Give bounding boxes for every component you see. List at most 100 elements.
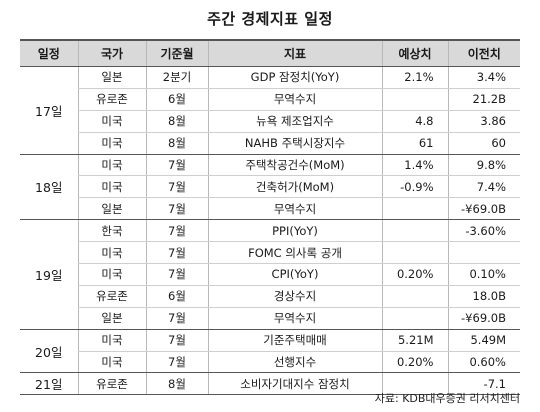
cell-period: 7월 [145,197,208,221]
cell-indicator: 건축허가(MoM) [207,175,382,199]
cell-previous: -3.60% [447,219,520,243]
cell-country: 미국 [77,154,146,177]
table-body: 17일 일본 2분기 GDP 잠정치(YoY) 2.1% 3.4% 유로존 6월 무역수지 21.… [20,66,520,396]
cell-country: 일본 [77,307,146,330]
cell-country: 미국 [77,263,146,286]
cell-indicator: 무역수지 [207,88,382,111]
cell-country: 일본 [77,197,146,221]
cell-forecast: -0.9% [381,175,448,199]
cell-indicator: 소비자기대지수 잠정치 [207,372,382,396]
cell-indicator: 선행지수 [207,351,382,374]
cell-country: 미국 [77,329,146,352]
table-row: 미국 7월 CPI(YoY) 0.20% 0.10% [20,263,520,286]
header-forecast: 예상치 [381,39,448,67]
cell-period: 7월 [145,241,208,265]
cell-period: 6월 [145,88,208,111]
cell-date: 21일 [20,372,78,396]
table-row: 일본 7월 무역수지 -¥69.0B [20,197,520,221]
cell-country: 미국 [77,241,146,265]
cell-previous: 60 [447,132,520,155]
header-previous: 이전치 [447,39,520,67]
table-row: 19일 한국 7월 PPI(YoY) -3.60% [20,219,520,330]
table-row: 17일 일본 2분기 GDP 잠정치(YoY) 2.1% 3.4% [20,66,520,155]
cell-indicator: 기준주택매매 [207,329,382,352]
cell-previous: -¥69.0B [447,197,520,221]
table-row: 미국 7월 건축허가(MoM) -0.9% 7.4% [20,175,520,199]
cell-indicator: CPI(YoY) [207,263,382,286]
cell-previous: 3.86 [447,110,520,133]
cell-period: 6월 [145,285,208,308]
header-country: 국가 [77,39,146,67]
cell-period: 2분기 [145,66,208,89]
cell-previous: 3.4% [447,66,520,89]
header-indicator: 지표 [207,39,382,67]
cell-indicator: 무역수지 [207,197,382,221]
cell-country: 미국 [77,351,146,374]
page-title: 주간 경제지표 일정 [207,10,333,28]
cell-indicator: 무역수지 [207,307,382,330]
table-row: 미국 7월 FOMC 의사록 공개 [20,241,520,265]
cell-forecast: 2.1% [381,66,448,89]
header-row: 일정 국가 기준월 지표 예상치 이전치 [20,39,520,67]
cell-date: 19일 [20,219,78,330]
cell-date: 18일 [20,154,78,221]
cell-forecast [381,307,448,330]
cell-forecast [381,197,448,221]
cell-forecast [381,285,448,308]
cell-forecast: 61 [381,132,448,155]
cell-forecast: 5.21M [381,329,448,352]
cell-previous: -7.1 [447,372,520,396]
cell-previous: 9.8% [447,154,520,177]
header-date: 일정 [20,39,78,67]
cell-forecast [381,219,448,243]
cell-forecast: 4.8 [381,110,448,133]
cell-country: 일본 [77,66,146,89]
cell-previous: 18.0B [447,285,520,308]
header-period: 기준월 [145,39,208,67]
cell-country: 미국 [77,132,146,155]
cell-period: 8월 [145,372,208,396]
cell-indicator: FOMC 의사록 공개 [207,241,382,265]
cell-indicator: GDP 잠정치(YoY) [207,66,382,89]
table-row: 일본 7월 무역수지 -¥69.0B [20,307,520,330]
cell-country: 미국 [77,175,146,199]
cell-country: 유로존 [77,285,146,308]
cell-previous: 5.49M [447,329,520,352]
cell-period: 8월 [145,132,208,155]
cell-forecast [381,88,448,111]
source-note: 자료: KDB대우증권 리서치센터 [374,392,520,405]
cell-previous: 0.10% [447,263,520,286]
cell-indicator: 경상수지 [207,285,382,308]
cell-period: 7월 [145,219,208,243]
cell-forecast: 0.20% [381,351,448,374]
table-row: 유로존 6월 무역수지 21.2B [20,88,520,111]
cell-period: 8월 [145,110,208,133]
cell-country: 유로존 [77,88,146,111]
table-row: 20일 미국 7월 기준주택매매 5.21M 5.49M [20,329,520,374]
cell-date: 20일 [20,329,78,374]
cell-period: 7월 [145,307,208,330]
cell-forecast [381,241,448,265]
cell-previous: 0.60% [447,351,520,374]
cell-period: 7월 [145,175,208,199]
cell-previous: -¥69.0B [447,307,520,330]
table-row: 21일 유로존 8월 소비자기대지수 잠정치 -7.1 [20,372,520,396]
cell-forecast: 0.20% [381,263,448,286]
cell-period: 7월 [145,154,208,177]
table-row: 유로존 6월 경상수지 18.0B [20,285,520,308]
table-row: 미국 8월 뉴욕 제조업지수 4.8 3.86 [20,110,520,133]
cell-forecast [381,372,448,396]
cell-indicator: 뉴욕 제조업지수 [207,110,382,133]
cell-period: 7월 [145,329,208,352]
cell-country: 한국 [77,219,146,243]
table-row: 미국 8월 NAHB 주택시장지수 61 60 [20,132,520,155]
cell-country: 미국 [77,110,146,133]
cell-indicator: NAHB 주택시장지수 [207,132,382,155]
cell-period: 7월 [145,351,208,374]
economic-calendar-table: 일정 국가 기준월 지표 예상치 이전치 17일 일본 2분기 GDP 잠정치(YoY… [20,39,520,396]
cell-period: 7월 [145,263,208,286]
table-row: 18일 미국 7월 주택착공건수(MoM) 1.4% 9.8% [20,154,520,221]
cell-forecast: 1.4% [381,154,448,177]
cell-date: 17일 [20,66,78,155]
cell-indicator: 주택착공건수(MoM) [207,154,382,177]
